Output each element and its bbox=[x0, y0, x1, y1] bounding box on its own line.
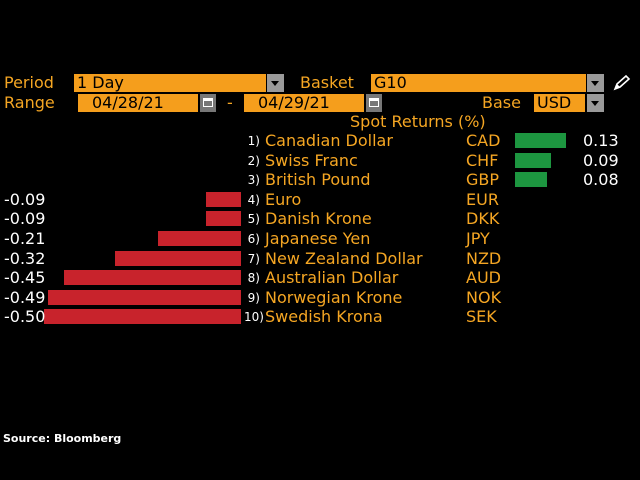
period-select[interactable]: 1 Day bbox=[74, 74, 266, 92]
start-date-field[interactable]: 04/28/21 bbox=[78, 94, 198, 112]
basket-label: Basket bbox=[300, 73, 354, 92]
base-label: Base bbox=[482, 93, 521, 112]
row-rank: 7) bbox=[247, 251, 260, 266]
currency-name: Swedish Krona bbox=[265, 307, 383, 327]
period-label: Period bbox=[4, 73, 54, 92]
currency-name: Swiss Franc bbox=[265, 150, 358, 170]
table-row[interactable]: 1) Canadian Dollar CAD 0.13 bbox=[0, 131, 640, 151]
return-bar-positive bbox=[515, 133, 567, 148]
table-row[interactable]: 9) Norwegian Krone NOK -0.49 bbox=[0, 288, 640, 308]
currency-name: British Pound bbox=[265, 170, 371, 190]
row-rank: 10) bbox=[244, 310, 264, 325]
row-rank: 5) bbox=[247, 212, 260, 227]
table-row[interactable]: 10) Swedish Krona SEK -0.50 bbox=[0, 307, 640, 327]
chevron-down-icon[interactable] bbox=[587, 94, 604, 112]
return-value: -0.09 bbox=[4, 209, 46, 229]
return-value: 0.09 bbox=[583, 150, 619, 170]
chevron-down-icon[interactable] bbox=[587, 74, 604, 92]
table-row[interactable]: 8) Australian Dollar AUD -0.45 bbox=[0, 268, 640, 288]
row-rank: 6) bbox=[247, 232, 260, 246]
row-rank: 4) bbox=[247, 192, 260, 207]
return-bar-positive bbox=[515, 152, 551, 168]
currency-name: Canadian Dollar bbox=[265, 131, 393, 150]
range-label: Range bbox=[4, 93, 55, 112]
return-value: -0.50 bbox=[4, 307, 46, 327]
table-row[interactable]: 6) Japanese Yen JPY -0.21 bbox=[0, 229, 640, 249]
currency-code: NZD bbox=[466, 248, 502, 268]
range-separator: - bbox=[227, 93, 233, 112]
row-rank: 2) bbox=[247, 153, 260, 168]
table-row[interactable]: 5) Danish Krone DKK -0.09 bbox=[0, 209, 640, 229]
return-bar-negative bbox=[205, 211, 241, 227]
currency-code: NOK bbox=[466, 287, 502, 307]
row-rank: 3) bbox=[247, 173, 260, 188]
row-rank: 9) bbox=[247, 290, 260, 305]
return-bar-negative bbox=[44, 309, 241, 325]
return-bar-negative bbox=[63, 270, 241, 286]
currency-name: Danish Krone bbox=[265, 209, 372, 229]
table-row[interactable]: 7) New Zealand Dollar NZD -0.32 bbox=[0, 249, 640, 269]
currency-code: CAD bbox=[466, 131, 501, 150]
return-value: -0.49 bbox=[4, 287, 46, 307]
calendar-icon[interactable] bbox=[200, 94, 216, 112]
row-rank: 1) bbox=[247, 134, 260, 148]
row-rank: 8) bbox=[247, 271, 260, 286]
table-row[interactable]: 2) Swiss Franc CHF 0.09 bbox=[0, 151, 640, 171]
return-value: 0.13 bbox=[583, 131, 619, 150]
pencil-icon[interactable] bbox=[612, 74, 632, 92]
currency-code: GBP bbox=[466, 170, 500, 190]
currency-name: Norwegian Krone bbox=[265, 287, 403, 307]
return-value: -0.21 bbox=[4, 229, 46, 248]
source-note: Source: Bloomberg bbox=[3, 432, 122, 445]
calendar-icon[interactable] bbox=[366, 94, 382, 112]
end-date-field[interactable]: 04/29/21 bbox=[244, 94, 364, 112]
return-bar-positive bbox=[515, 172, 547, 188]
table-row[interactable]: 3) British Pound GBP 0.08 bbox=[0, 170, 640, 190]
basket-select[interactable]: G10 bbox=[371, 74, 586, 92]
return-value: -0.45 bbox=[4, 268, 46, 288]
table-title: Spot Returns (%) bbox=[350, 112, 486, 131]
chevron-down-icon[interactable] bbox=[267, 74, 284, 92]
currency-code: CHF bbox=[466, 150, 499, 170]
return-bar-negative bbox=[47, 289, 241, 305]
currency-code: SEK bbox=[466, 307, 497, 327]
return-bar-negative bbox=[158, 231, 241, 246]
return-value: -0.32 bbox=[4, 248, 46, 268]
currency-name: Japanese Yen bbox=[265, 229, 371, 248]
currency-name: Euro bbox=[265, 189, 302, 209]
return-value: 0.08 bbox=[583, 170, 619, 190]
base-select[interactable]: USD bbox=[534, 94, 585, 112]
currency-code: EUR bbox=[466, 189, 499, 209]
currency-name: New Zealand Dollar bbox=[265, 248, 423, 268]
table-row[interactable]: 4) Euro EUR -0.09 bbox=[0, 190, 640, 210]
currency-name: Australian Dollar bbox=[265, 268, 399, 288]
currency-code: DKK bbox=[466, 209, 500, 229]
currency-code: AUD bbox=[466, 268, 501, 288]
return-bar-negative bbox=[114, 250, 241, 266]
return-value: -0.09 bbox=[4, 189, 46, 209]
return-bar-negative bbox=[205, 191, 241, 207]
currency-code: JPY bbox=[466, 229, 490, 248]
